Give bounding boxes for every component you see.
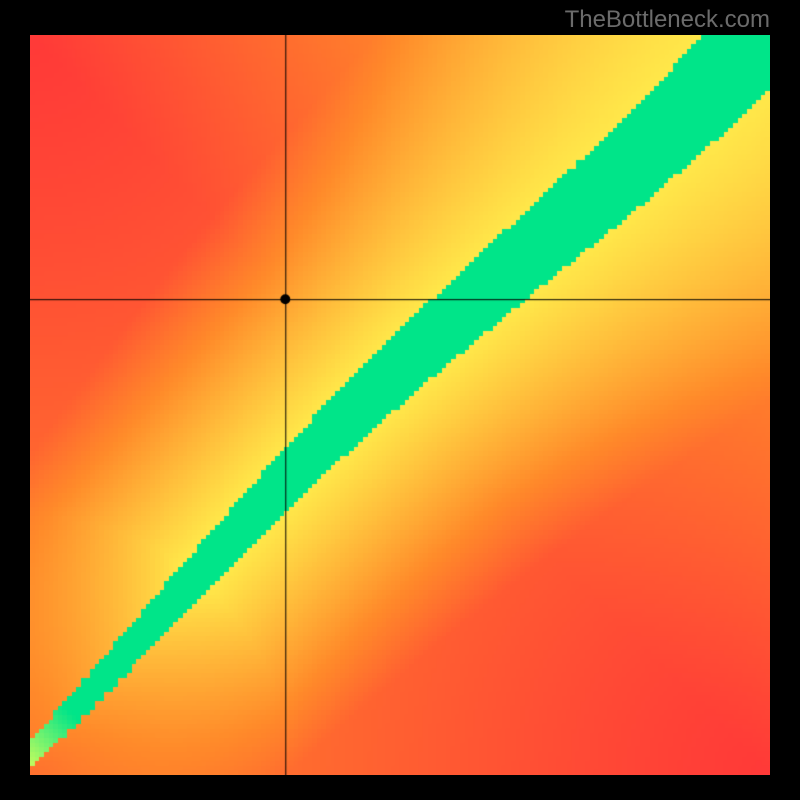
bottleneck-heatmap: [30, 35, 770, 775]
watermark-text: TheBottleneck.com: [565, 6, 770, 34]
